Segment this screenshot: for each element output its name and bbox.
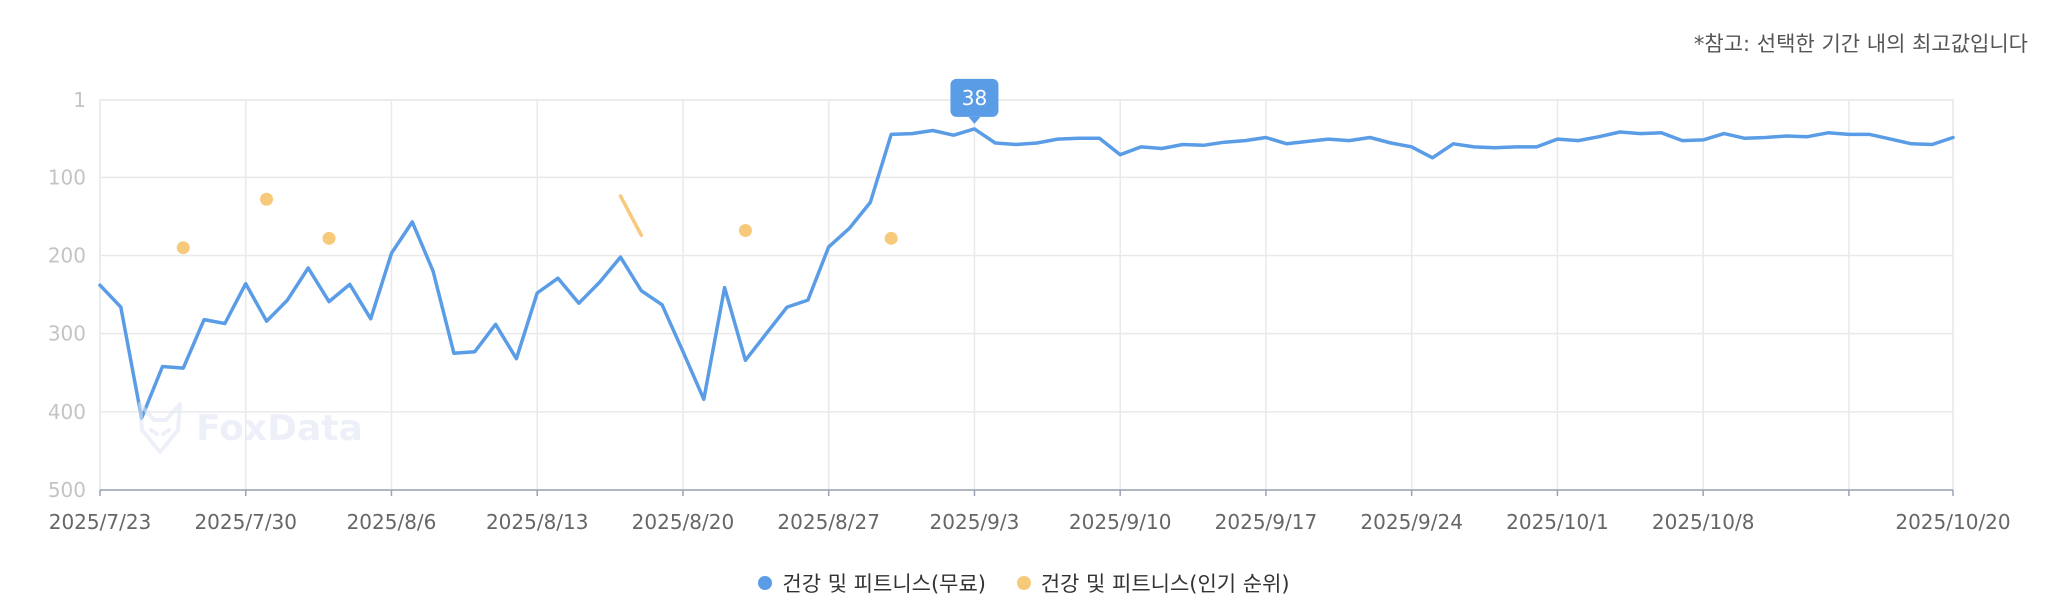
- y-tick-label: 500: [48, 478, 86, 502]
- y-tick-label: 100: [48, 165, 86, 189]
- legend-dot-blue: [758, 576, 773, 590]
- peak-callout-label: 38: [962, 86, 987, 110]
- series-point-1: [176, 241, 190, 255]
- y-tick-label: 200: [48, 244, 86, 268]
- x-tick-label: 2025/7/23: [49, 510, 152, 534]
- series-point-1: [738, 224, 752, 238]
- peak-callout-pointer: [968, 116, 981, 124]
- fox-logo-icon: [138, 402, 182, 454]
- x-tick-label: 2025/8/13: [486, 510, 589, 534]
- legend-item-popular[interactable]: 건강 및 피트니스(인기 순위): [1016, 568, 1290, 598]
- series-line-1: [618, 194, 644, 237]
- legend-label-free: 건강 및 피트니스(무료): [782, 572, 986, 596]
- legend-dot-orange: [1016, 576, 1031, 590]
- x-tick-label: 2025/7/30: [194, 510, 297, 534]
- x-tick-label: 2025/9/3: [930, 510, 1020, 534]
- x-tick-label: 2025/8/27: [777, 510, 880, 534]
- x-tick-label: 2025/10/20: [1895, 510, 2010, 534]
- series-line-0: [98, 127, 1955, 420]
- x-tick-label: 2025/9/24: [1360, 510, 1463, 534]
- series-point-1: [322, 231, 336, 245]
- x-tick-label: 2025/8/20: [632, 510, 735, 534]
- x-tick-label: 2025/9/10: [1069, 510, 1172, 534]
- y-tick-label: 1: [73, 88, 86, 112]
- legend-label-popular: 건강 및 피트니스(인기 순위): [1040, 572, 1290, 596]
- series-point-1: [884, 231, 898, 245]
- chart-note: *참고: 선택한 기간 내의 최고값입니다: [1693, 32, 2028, 56]
- peak-callout-box: [950, 78, 999, 117]
- x-tick-label: 2025/8/6: [347, 510, 437, 534]
- watermark: FoxData: [136, 402, 363, 454]
- x-tick-label: 2025/9/17: [1215, 510, 1318, 534]
- x-tick-label: 2025/10/1: [1506, 510, 1609, 534]
- watermark-text: FoxData: [196, 407, 363, 449]
- series-point-1: [260, 192, 274, 206]
- x-tick-label: 2025/10/8: [1652, 510, 1755, 534]
- chart-legend: 건강 및 피트니스(무료) 건강 및 피트니스(인기 순위): [0, 568, 2048, 598]
- legend-item-free[interactable]: 건강 및 피트니스(무료): [758, 568, 986, 598]
- y-tick-label: 400: [48, 400, 86, 424]
- y-tick-label: 300: [48, 322, 86, 346]
